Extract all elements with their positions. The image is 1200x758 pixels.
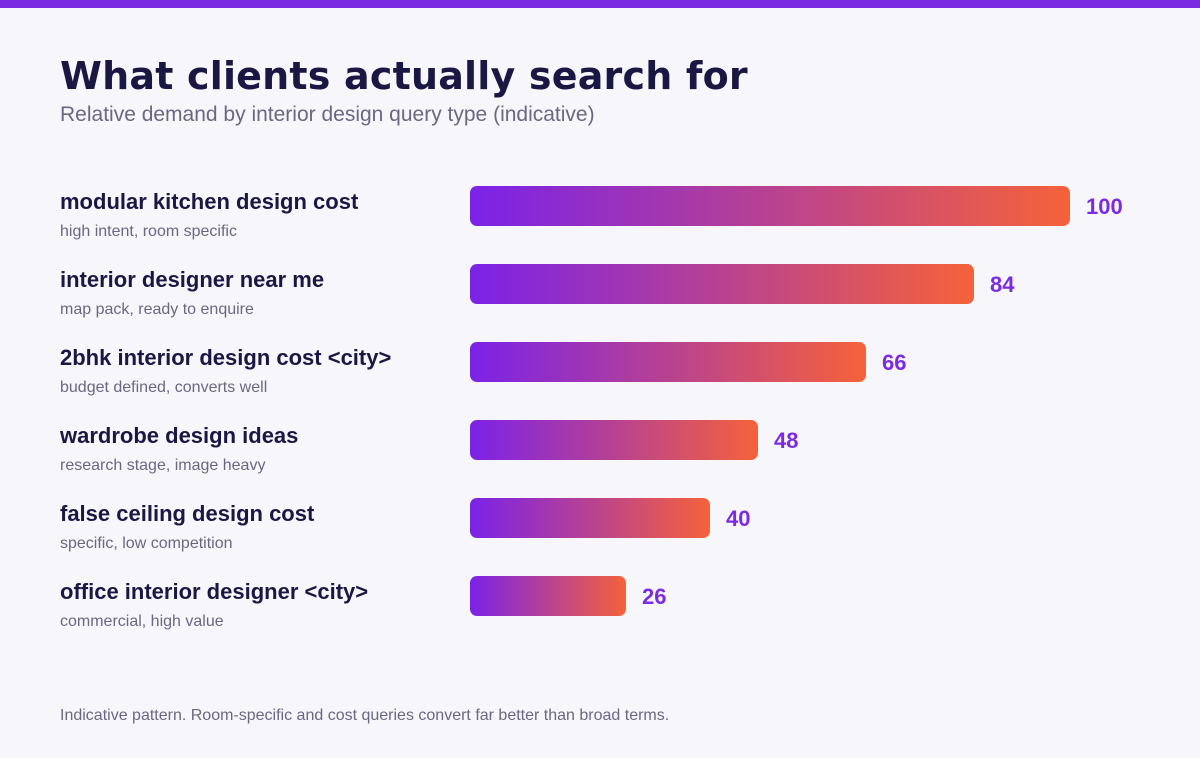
value-label: 100 [1086, 194, 1123, 219]
category-description: budget defined, converts well [60, 379, 267, 396]
bar-chart: modular kitchen design cost high intent, … [59, 186, 1123, 630]
top-accent-bar [0, 0, 1200, 8]
chart-title: What clients actually search for [60, 54, 748, 98]
category-description: research stage, image heavy [60, 457, 265, 474]
category-description: commercial, high value [60, 613, 224, 630]
chart-subtitle: Relative demand by interior design query… [60, 103, 595, 126]
bar [470, 264, 974, 304]
category-description: map pack, ready to enquire [60, 301, 254, 318]
bar-row: office interior designer <city> commercia… [60, 576, 666, 630]
bar [470, 186, 1070, 226]
value-label: 26 [642, 584, 666, 609]
category-label: modular kitchen design cost [60, 189, 359, 214]
bar-row: interior designer near me map pack, ready… [60, 264, 1015, 318]
value-label: 48 [774, 428, 798, 453]
category-label: wardrobe design ideas [59, 423, 298, 448]
bar [470, 576, 626, 616]
bar-row: modular kitchen design cost high intent, … [60, 186, 1123, 240]
bar-row: wardrobe design ideas research stage, ima… [59, 420, 798, 474]
bar [470, 420, 758, 460]
category-label: 2bhk interior design cost <city> [60, 345, 391, 370]
category-label: false ceiling design cost [60, 501, 315, 526]
bar-row: false ceiling design cost specific, low c… [60, 498, 750, 552]
category-label: office interior designer <city> [60, 579, 368, 604]
bar-rows: modular kitchen design cost high intent, … [59, 186, 1123, 630]
bar [470, 342, 866, 382]
footnote: Indicative pattern. Room-specific and co… [60, 707, 670, 724]
value-label: 66 [882, 350, 906, 375]
category-label: interior designer near me [60, 267, 324, 292]
bar [470, 498, 710, 538]
category-description: specific, low competition [60, 535, 233, 552]
value-label: 40 [726, 506, 750, 531]
category-description: high intent, room specific [60, 223, 237, 240]
value-label: 84 [990, 272, 1015, 297]
bar-row: 2bhk interior design cost <city> budget d… [60, 342, 906, 396]
